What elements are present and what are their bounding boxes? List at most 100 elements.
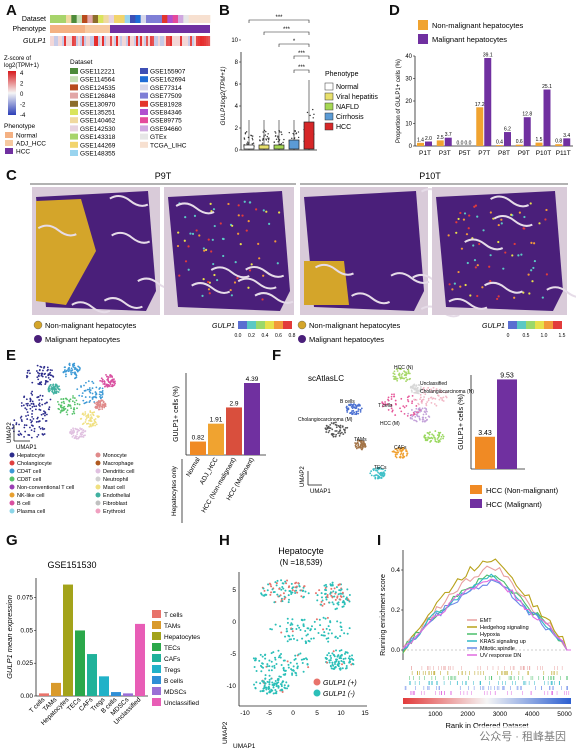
h-umap-dot [287, 663, 290, 666]
umap-dot [37, 382, 40, 385]
f-umap-dot [393, 393, 395, 396]
phenotype-track-adj [85, 25, 110, 33]
d-data-label: 0.0 [465, 141, 472, 147]
h-umap-dot [330, 667, 333, 670]
umap-dot [91, 387, 94, 390]
umap-dot [52, 383, 55, 386]
h-umap-dot [342, 658, 345, 661]
gulp1-track-cell [140, 36, 143, 46]
umap-dot [26, 402, 29, 405]
umap-dot [40, 372, 43, 375]
h-umap-dot [287, 601, 290, 604]
h-umap-dot [279, 656, 282, 659]
b-point [259, 139, 261, 141]
h-xtick: 5 [315, 710, 319, 717]
h-umap-dot [296, 624, 299, 627]
f-cluster-label: CAFs [394, 445, 407, 451]
b-sig: *** [283, 27, 291, 33]
d-ytick: 10 [405, 122, 412, 128]
h-umap-dot [334, 598, 337, 601]
g-legend-swatch [152, 687, 161, 695]
gulp1-scale-label: GULP1 [212, 323, 235, 330]
f-umap-dot [407, 368, 410, 371]
f-umap-dot [419, 396, 422, 399]
d-data-label: 1.4 [417, 137, 424, 143]
f-umap-dot [428, 433, 431, 436]
gulp1-track-cell [184, 36, 187, 46]
g-bar [111, 692, 121, 696]
umap-dot [101, 389, 104, 392]
expression-spot [193, 214, 197, 217]
gulp1-track-cell [144, 36, 147, 46]
h-umap-dot [263, 589, 266, 592]
h-umap-dot [322, 616, 325, 619]
dataset-legend-label: GSE112221 [80, 69, 115, 76]
f-umap-dot [421, 399, 424, 401]
b-point [246, 143, 248, 145]
umap-dot [89, 411, 92, 414]
dataset-legend-swatch [70, 125, 78, 132]
b-bracket [278, 43, 310, 47]
malignant-region [436, 191, 563, 311]
f-umap-dot [338, 430, 341, 433]
g-bar [135, 623, 145, 696]
gulp1-track-cell [204, 36, 207, 46]
e-legend-dot [9, 508, 15, 514]
umap-dot [81, 395, 83, 397]
gulp1-scale-tick: 0.0 [235, 333, 242, 339]
umap-dot [101, 408, 104, 410]
f-umap-dot [357, 446, 360, 449]
h-umap-dot [283, 597, 286, 600]
f-umap-dot [339, 429, 341, 432]
f-umap-dot [406, 378, 409, 381]
f-umap-dot [357, 410, 360, 412]
gulp1-track-cell [66, 36, 69, 46]
b-legend-swatch [324, 112, 334, 121]
e-legend-dot [9, 492, 15, 498]
umap-dot [72, 427, 74, 430]
h-umap-dot [294, 654, 297, 657]
phenotype-legend-swatch [5, 132, 13, 138]
f-umap-dot [405, 450, 408, 453]
h-umap-dot [286, 640, 289, 643]
e-legend-dot [95, 460, 101, 466]
e-legend-label: Neutrophil [103, 477, 128, 483]
dataset-track-cell [114, 15, 120, 23]
legend-dot-mal [298, 335, 306, 343]
expression-spot [241, 214, 244, 217]
histology-streak [390, 272, 430, 284]
umap-dot [98, 406, 101, 409]
f-umap-dot [360, 441, 363, 444]
h-umap-dot [280, 685, 283, 688]
b-point [245, 131, 248, 133]
umap-dot [102, 401, 105, 404]
h-umap-dot [326, 654, 329, 657]
malignant-region [168, 191, 290, 311]
umap-dot [79, 418, 82, 420]
f-umap-dot [416, 390, 419, 393]
umap-dot [69, 432, 72, 434]
h-umap-dot [266, 680, 269, 683]
umap-dot [25, 415, 27, 417]
h-umap-dot [334, 635, 337, 638]
umap-dot [29, 404, 31, 407]
g-legend-label: Tregs [164, 667, 181, 674]
expression-spot [455, 221, 458, 224]
e-bracket-label: Hepatocytes only [171, 465, 178, 516]
umap-dot [25, 424, 28, 427]
f-umap-dot [355, 447, 358, 450]
dataset-legend-swatch [70, 68, 78, 74]
b-point [252, 139, 254, 141]
b-legend-label: Cirrhosis [336, 114, 364, 121]
expression-spot [489, 211, 492, 214]
g-legend-swatch [152, 643, 161, 651]
umap-dot [26, 376, 28, 379]
expression-spot [207, 288, 211, 291]
umap-dot [81, 413, 84, 416]
umap-dot [65, 370, 67, 373]
p10t-title: P10T [419, 171, 441, 181]
f-umap-dot [329, 423, 332, 426]
dataset-legend-swatch [140, 109, 148, 115]
b-point [277, 141, 279, 143]
